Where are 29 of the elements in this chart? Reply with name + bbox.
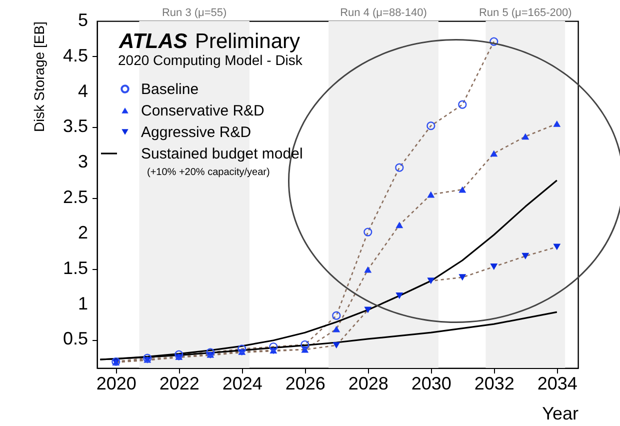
legend-label: Baseline <box>141 81 199 98</box>
y-tick-label: 5 <box>78 10 88 30</box>
y-tick-label: 3.5 <box>62 116 88 136</box>
x-axis-title: Year <box>542 404 578 424</box>
y-tick-label: 4.5 <box>62 45 88 66</box>
annotation: (+10% +20% capacity/year) <box>147 167 270 178</box>
band-label: Run 4 (μ=88-140) <box>340 7 427 19</box>
x-tick-label: 2024 <box>222 374 262 394</box>
text: 2020 Computing Model - Disk <box>118 52 304 68</box>
x-tick-label: 2030 <box>411 374 452 394</box>
y-tick-label: 1 <box>78 293 88 314</box>
y-tick-label: 3 <box>78 152 88 172</box>
y-axis-title: Disk Storage [EB] <box>31 22 47 132</box>
x-tick-label: 2022 <box>159 374 200 394</box>
x-tick-label: 2034 <box>537 374 578 394</box>
legend-label: Aggressive R&D <box>141 124 252 141</box>
y-tick-label: 4 <box>78 80 88 101</box>
y-tick-label: 2.5 <box>62 187 88 208</box>
x-tick-label: 2028 <box>348 374 388 394</box>
x-tick-label: 2026 <box>285 374 326 394</box>
band-label: Run 3 (μ=55) <box>162 7 227 19</box>
y-tick-label: 0.5 <box>62 328 88 349</box>
y-tick-label: 2 <box>78 222 88 242</box>
y-tick-label: 1.5 <box>62 258 88 278</box>
band-label: Run 5 (μ=165-200) <box>478 7 572 19</box>
x-tick-label: 2032 <box>474 374 514 394</box>
x-tick-label: 2020 <box>96 374 136 394</box>
chart-title: ATLAS Preliminary <box>118 30 301 53</box>
legend-label: Conservative R&D <box>141 102 265 120</box>
